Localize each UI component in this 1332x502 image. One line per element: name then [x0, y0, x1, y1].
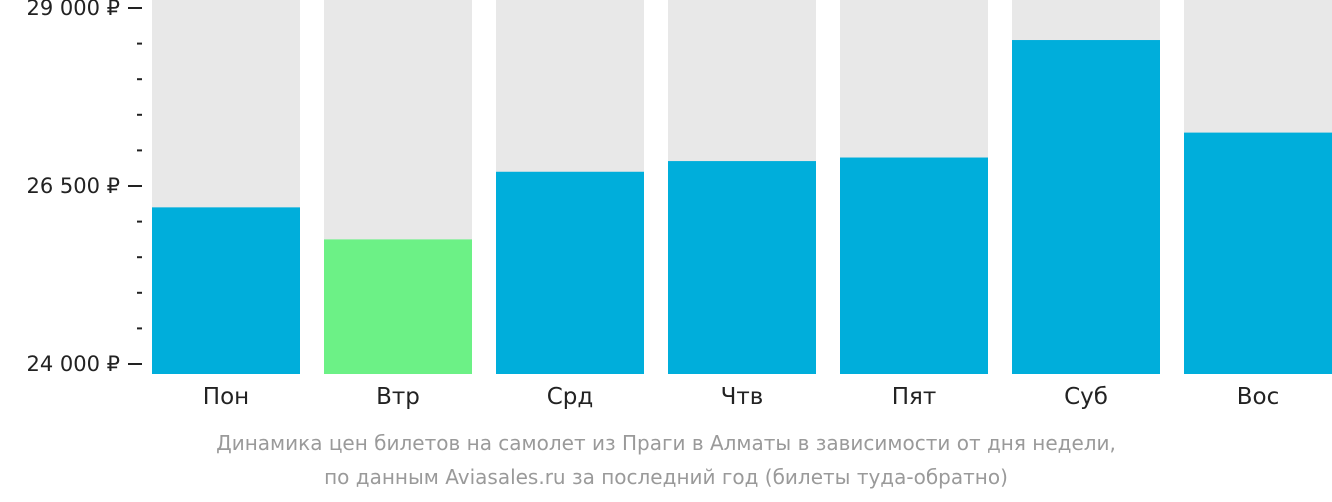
x-tick-label: Срд	[547, 384, 594, 410]
y-tick-label: 24 000 ₽	[26, 352, 120, 376]
bar	[840, 157, 988, 374]
bar	[1012, 40, 1160, 374]
x-tick-label: Суб	[1064, 384, 1108, 410]
x-tick-label: Пон	[203, 384, 249, 410]
bar	[496, 171, 644, 374]
caption-line-2: по данным Aviasales.ru за последний год …	[324, 465, 1008, 489]
caption-line-1: Динамика цен билетов на самолет из Праги…	[216, 431, 1116, 455]
x-tick-label: Чтв	[721, 384, 764, 410]
y-axis: 24 000 ₽ 26 500 ₽ 29 000 ₽	[26, 0, 142, 376]
x-axis: Пон Втр Срд Чтв Пят Суб Вос	[203, 384, 1279, 410]
bars	[152, 0, 1332, 374]
y-tick-label: 29 000 ₽	[26, 0, 120, 20]
x-tick-label: Пят	[892, 384, 937, 410]
bar	[324, 239, 472, 374]
price-by-weekday-chart: 24 000 ₽ 26 500 ₽ 29 000 ₽ Пон Втр Срд Чтв Пят…	[26, 0, 1332, 410]
y-tick-label: 26 500 ₽	[26, 174, 120, 198]
bar	[152, 207, 300, 374]
x-tick-label: Вос	[1237, 384, 1280, 410]
bar	[668, 161, 816, 374]
bar	[1184, 132, 1332, 374]
x-tick-label: Втр	[376, 384, 420, 410]
chart-caption: Динамика цен билетов на самолет из Праги…	[0, 426, 1332, 494]
